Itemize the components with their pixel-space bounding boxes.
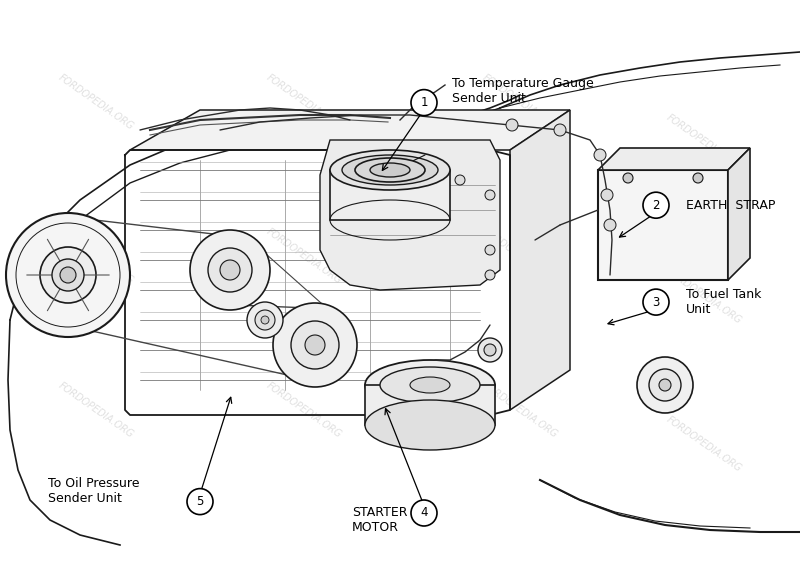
Circle shape bbox=[60, 267, 76, 283]
Text: 1: 1 bbox=[420, 96, 428, 109]
Circle shape bbox=[220, 260, 240, 280]
Text: To Oil Pressure
Sender Unit: To Oil Pressure Sender Unit bbox=[48, 477, 139, 506]
Ellipse shape bbox=[623, 173, 633, 183]
Bar bbox=[365, 385, 495, 425]
Text: FORDOPEDIA.ORG: FORDOPEDIA.ORG bbox=[665, 113, 743, 172]
Text: FORDOPEDIA.ORG: FORDOPEDIA.ORG bbox=[57, 381, 135, 440]
Text: FORDOPEDIA.ORG: FORDOPEDIA.ORG bbox=[481, 73, 559, 132]
Polygon shape bbox=[598, 148, 750, 170]
Circle shape bbox=[478, 338, 502, 362]
Text: FORDOPEDIA.ORG: FORDOPEDIA.ORG bbox=[57, 227, 135, 286]
Text: To Temperature Gauge
Sender Unit: To Temperature Gauge Sender Unit bbox=[452, 77, 594, 105]
Ellipse shape bbox=[370, 163, 410, 177]
Circle shape bbox=[291, 321, 339, 369]
Circle shape bbox=[604, 219, 616, 231]
Circle shape bbox=[255, 310, 275, 330]
Circle shape bbox=[411, 500, 437, 526]
Circle shape bbox=[485, 190, 495, 200]
Circle shape bbox=[594, 149, 606, 161]
Polygon shape bbox=[130, 110, 570, 150]
Circle shape bbox=[208, 248, 252, 292]
Text: EARTH  STRAP: EARTH STRAP bbox=[686, 199, 776, 211]
Text: FORDOPEDIA.ORG: FORDOPEDIA.ORG bbox=[481, 381, 559, 440]
Ellipse shape bbox=[365, 400, 495, 450]
Circle shape bbox=[643, 289, 669, 315]
Text: STARTER
MOTOR: STARTER MOTOR bbox=[352, 506, 407, 535]
Circle shape bbox=[485, 270, 495, 280]
Circle shape bbox=[415, 175, 425, 185]
Circle shape bbox=[40, 247, 96, 303]
Circle shape bbox=[649, 369, 681, 401]
Text: FORDOPEDIA.ORG: FORDOPEDIA.ORG bbox=[481, 227, 559, 286]
Polygon shape bbox=[320, 140, 500, 290]
Text: FORDOPEDIA.ORG: FORDOPEDIA.ORG bbox=[265, 73, 343, 132]
Text: 2: 2 bbox=[652, 199, 660, 211]
Circle shape bbox=[335, 175, 345, 185]
Text: FORDOPEDIA.ORG: FORDOPEDIA.ORG bbox=[57, 73, 135, 132]
Text: 5: 5 bbox=[196, 495, 204, 508]
Text: FORDOPEDIA.ORG: FORDOPEDIA.ORG bbox=[665, 415, 743, 474]
Circle shape bbox=[261, 316, 269, 324]
Polygon shape bbox=[728, 148, 750, 280]
Circle shape bbox=[273, 303, 357, 387]
Circle shape bbox=[305, 335, 325, 355]
Ellipse shape bbox=[342, 155, 438, 185]
Text: FORDOPEDIA.ORG: FORDOPEDIA.ORG bbox=[665, 267, 743, 326]
Circle shape bbox=[506, 119, 518, 131]
Circle shape bbox=[190, 230, 270, 310]
Circle shape bbox=[6, 213, 130, 337]
Text: FORDOPEDIA.ORG: FORDOPEDIA.ORG bbox=[265, 381, 343, 440]
Bar bbox=[330, 170, 450, 220]
Circle shape bbox=[484, 344, 496, 356]
Ellipse shape bbox=[355, 158, 425, 182]
Circle shape bbox=[643, 192, 669, 218]
Text: To Fuel Tank
Unit: To Fuel Tank Unit bbox=[686, 288, 761, 316]
Ellipse shape bbox=[693, 173, 703, 183]
Text: 4: 4 bbox=[420, 507, 428, 519]
Text: FORDOPEDIA.ORG: FORDOPEDIA.ORG bbox=[265, 227, 343, 286]
Ellipse shape bbox=[365, 360, 495, 410]
Circle shape bbox=[659, 379, 671, 391]
Ellipse shape bbox=[380, 367, 480, 403]
Circle shape bbox=[411, 89, 437, 116]
Polygon shape bbox=[510, 110, 570, 410]
Circle shape bbox=[485, 245, 495, 255]
Circle shape bbox=[554, 124, 566, 136]
Circle shape bbox=[455, 175, 465, 185]
Polygon shape bbox=[598, 170, 728, 280]
Circle shape bbox=[601, 189, 613, 201]
Ellipse shape bbox=[330, 150, 450, 190]
Ellipse shape bbox=[410, 377, 450, 393]
Circle shape bbox=[187, 488, 213, 515]
Circle shape bbox=[637, 357, 693, 413]
Circle shape bbox=[52, 259, 84, 291]
Circle shape bbox=[375, 175, 385, 185]
Text: 3: 3 bbox=[652, 296, 660, 308]
Circle shape bbox=[247, 302, 283, 338]
